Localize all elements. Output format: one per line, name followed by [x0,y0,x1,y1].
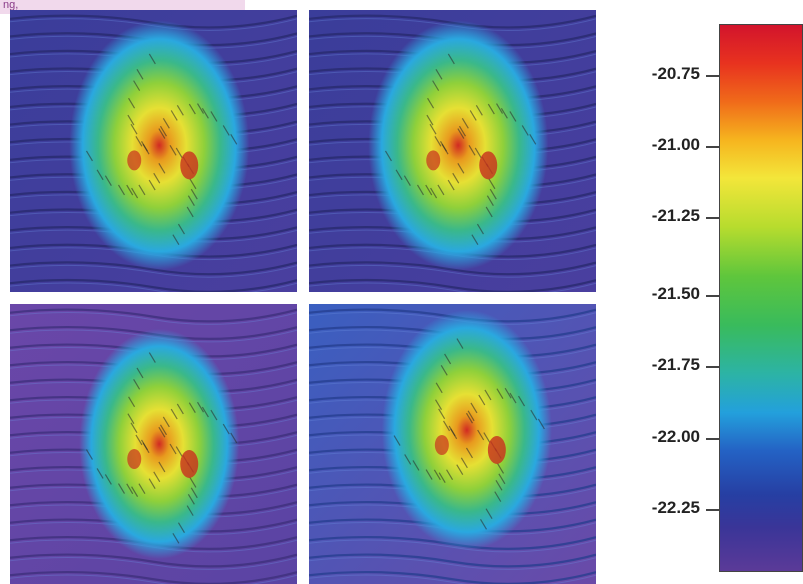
bathymetry-map-top-left [10,10,297,292]
colorbar-tick-label: -21.50 [651,284,700,303]
colorbar-tick [706,366,719,368]
bathymetry-map-bottom-left [10,304,297,584]
colorbar-tick-label: -21.00 [651,135,700,154]
depth-colorbar [719,24,803,572]
bathymetry-map-bottom-right [309,304,596,584]
colorbar-tick [706,75,719,77]
relief-image [10,10,297,292]
bathymetry-map-top-right [309,10,596,292]
relief-image [309,10,596,292]
colorbar-tick-label: -21.75 [651,355,700,374]
relief-image [309,304,596,584]
colorbar-tick [706,509,719,511]
colorbar-tick-label: -21.25 [651,206,700,225]
colorbar-tick-label: -22.00 [651,427,700,446]
colorbar-tick-label: -22.25 [651,498,700,517]
colorbar-tick [706,217,719,219]
colorbar-tick [706,146,719,148]
colorbar-tick [706,295,719,297]
colorbar-tick [706,438,719,440]
colorbar-tick-label: -20.75 [651,64,700,83]
relief-image [10,304,297,584]
